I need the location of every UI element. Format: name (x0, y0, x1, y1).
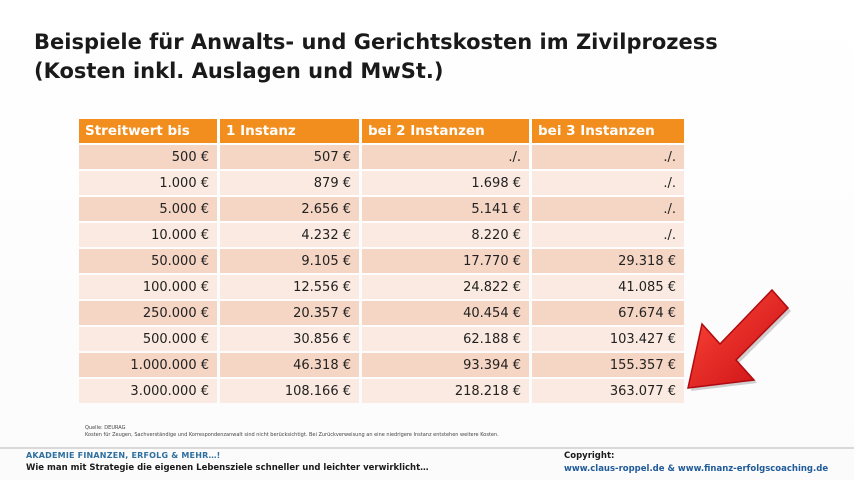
footer-divider (0, 447, 854, 449)
cell-streitwert: 10.000 € (79, 223, 217, 247)
cell-2-instanzen: 5.141 € (362, 197, 529, 221)
table-row: 3.000.000 € 108.166 € 218.218 € 363.077 … (79, 379, 684, 403)
cost-table: Streitwert bis 1 Instanz bei 2 Instanzen… (76, 117, 687, 405)
cell-3-instanzen: 363.077 € (532, 379, 684, 403)
cell-2-instanzen: 1.698 € (362, 171, 529, 195)
header-2-instanzen: bei 2 Instanzen (362, 119, 529, 143)
cell-1-instanz: 2.656 € (220, 197, 359, 221)
cell-streitwert: 250.000 € (79, 301, 217, 325)
cell-3-instanzen: 67.674 € (532, 301, 684, 325)
table-row: 100.000 € 12.556 € 24.822 € 41.085 € (79, 275, 684, 299)
cell-2-instanzen: 62.188 € (362, 327, 529, 351)
cell-3-instanzen: ./. (532, 197, 684, 221)
source-note: Quelle: DEURAG Kosten für Zeugen, Sachve… (85, 425, 499, 439)
cell-3-instanzen: ./. (532, 145, 684, 169)
cell-1-instanz: 20.357 € (220, 301, 359, 325)
table-row: 500.000 € 30.856 € 62.188 € 103.427 € (79, 327, 684, 351)
table-row: 5.000 € 2.656 € 5.141 € ./. (79, 197, 684, 221)
footer-slogan: Wie man mit Strategie die eigenen Lebens… (26, 463, 429, 473)
cell-3-instanzen: 103.427 € (532, 327, 684, 351)
cell-1-instanz: 507 € (220, 145, 359, 169)
table-header-row: Streitwert bis 1 Instanz bei 2 Instanzen… (79, 119, 684, 143)
table-row: 500 € 507 € ./. ./. (79, 145, 684, 169)
red-arrow-icon (687, 288, 791, 391)
table-row: 50.000 € 9.105 € 17.770 € 29.318 € (79, 249, 684, 273)
cell-2-instanzen: 218.218 € (362, 379, 529, 403)
cell-streitwert: 500 € (79, 145, 217, 169)
header-3-instanzen: bei 3 Instanzen (532, 119, 684, 143)
footer-right: Copyright: www.claus-roppel.de & www.fin… (564, 451, 828, 474)
cell-3-instanzen: 155.357 € (532, 353, 684, 377)
cell-1-instanz: 12.556 € (220, 275, 359, 299)
footer-left: AKADEMIE FINANZEN, ERFOLG & MEHR…! Wie m… (26, 451, 429, 473)
cell-2-instanzen: 24.822 € (362, 275, 529, 299)
title-line-2: (Kosten inkl. Auslagen und MwSt.) (34, 59, 444, 83)
table-row: 1.000 € 879 € 1.698 € ./. (79, 171, 684, 195)
cell-streitwert: 100.000 € (79, 275, 217, 299)
cell-2-instanzen: 17.770 € (362, 249, 529, 273)
cell-streitwert: 1.000.000 € (79, 353, 217, 377)
cell-streitwert: 3.000.000 € (79, 379, 217, 403)
cell-streitwert: 1.000 € (79, 171, 217, 195)
copyright-label: Copyright: (564, 451, 615, 461)
cell-streitwert: 50.000 € (79, 249, 217, 273)
cell-1-instanz: 4.232 € (220, 223, 359, 247)
cell-1-instanz: 30.856 € (220, 327, 359, 351)
table-row: 1.000.000 € 46.318 € 93.394 € 155.357 € (79, 353, 684, 377)
source-line: Quelle: DEURAG (85, 425, 126, 431)
cell-streitwert: 500.000 € (79, 327, 217, 351)
cell-3-instanzen: 29.318 € (532, 249, 684, 273)
footer-brand: AKADEMIE FINANZEN, ERFOLG & MEHR…! (26, 451, 221, 460)
cell-2-instanzen: ./. (362, 145, 529, 169)
cell-3-instanzen: ./. (532, 223, 684, 247)
cell-2-instanzen: 40.454 € (362, 301, 529, 325)
cell-1-instanz: 46.318 € (220, 353, 359, 377)
copyright-links[interactable]: www.claus-roppel.de & www.finanz-erfolgs… (564, 464, 829, 474)
cell-streitwert: 5.000 € (79, 197, 217, 221)
cell-1-instanz: 108.166 € (220, 379, 359, 403)
source-disclaimer: Kosten für Zeugen, Sachverständige und K… (85, 432, 499, 438)
cell-2-instanzen: 93.394 € (362, 353, 529, 377)
cell-2-instanzen: 8.220 € (362, 223, 529, 247)
cell-3-instanzen: ./. (532, 171, 684, 195)
table-row: 250.000 € 20.357 € 40.454 € 67.674 € (79, 301, 684, 325)
cell-3-instanzen: 41.085 € (532, 275, 684, 299)
header-1-instanz: 1 Instanz (220, 119, 359, 143)
cell-1-instanz: 879 € (220, 171, 359, 195)
cell-1-instanz: 9.105 € (220, 249, 359, 273)
table-row: 10.000 € 4.232 € 8.220 € ./. (79, 223, 684, 247)
slide-title: Beispiele für Anwalts- und Gerichtskoste… (34, 28, 794, 86)
header-streitwert: Streitwert bis (79, 119, 217, 143)
title-line-1: Beispiele für Anwalts- und Gerichtskoste… (34, 30, 718, 54)
